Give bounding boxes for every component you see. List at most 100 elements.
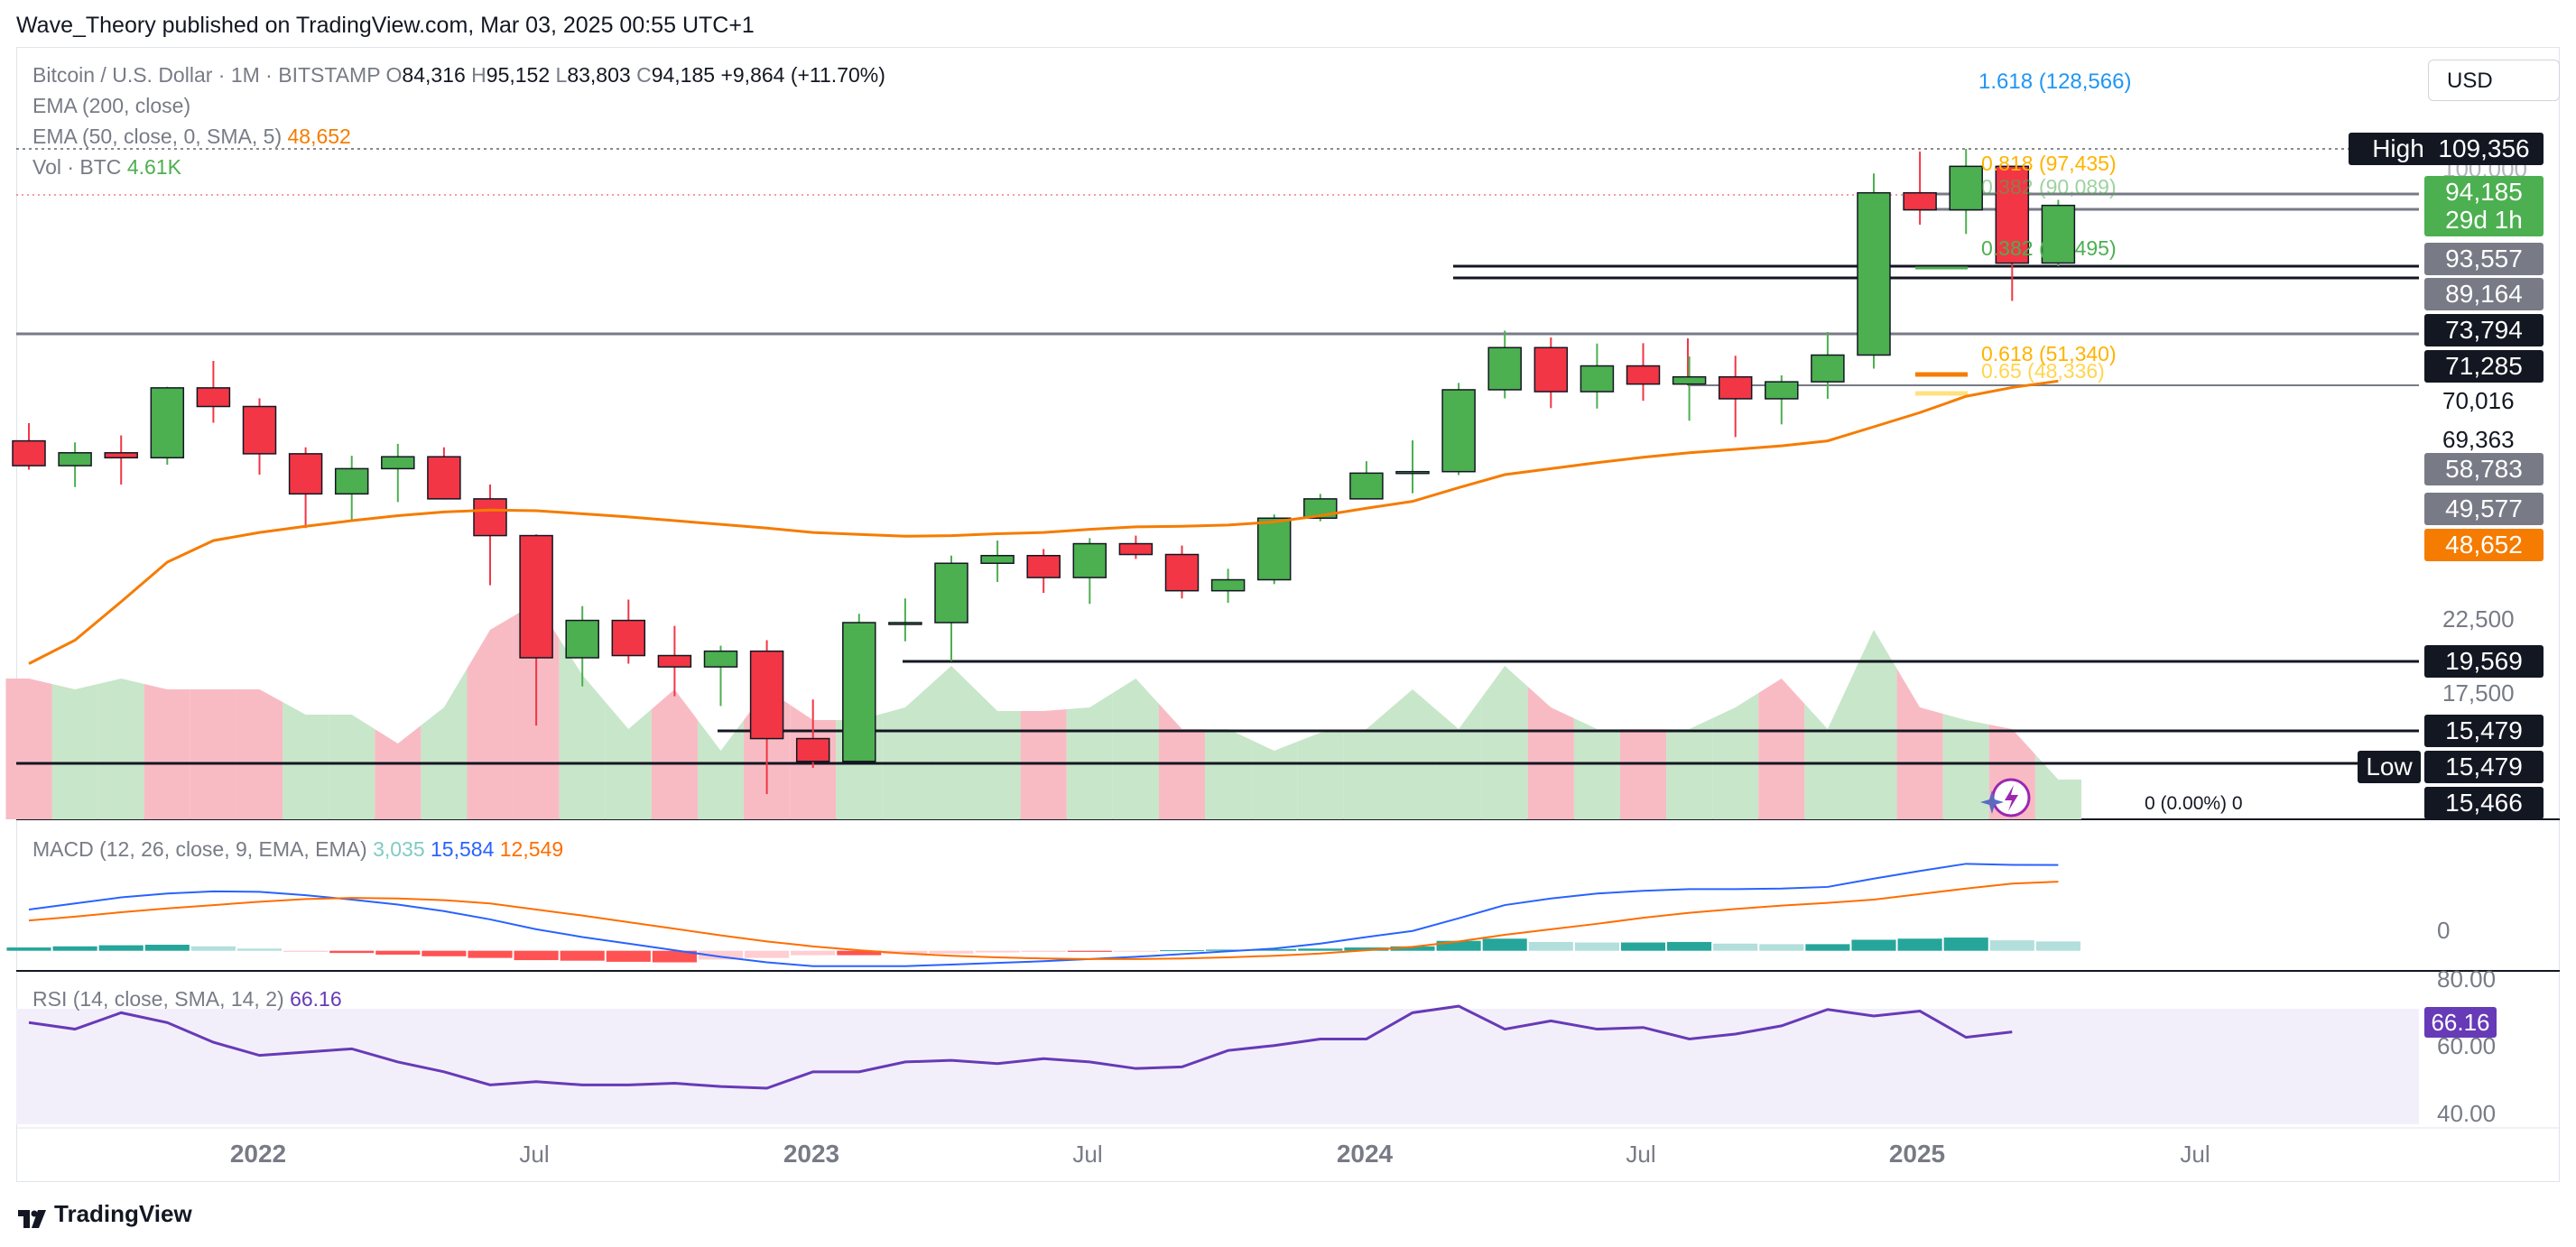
currency-button[interactable]: USD — [2428, 60, 2560, 101]
volume-area-44 — [2034, 754, 2081, 819]
change-value: +9,864 (+11.70%) — [720, 63, 885, 87]
macd-signal-value: 12,549 — [499, 837, 564, 861]
rsi-legend[interactable]: RSI (14, close, SMA, 14, 2) 66.16 — [32, 987, 342, 1011]
macd-hist-bar-37 — [1713, 943, 1758, 951]
macd-hist-bar-6 — [283, 950, 329, 952]
candle-body-40 — [1857, 191, 1891, 356]
volume-area-41 — [1896, 669, 1943, 819]
rsi-tick-40: 40.00 — [2437, 1100, 2496, 1127]
price-tag-text-12: 15,479 — [2445, 716, 2523, 744]
price-tag-text-14: 15,479 — [2445, 753, 2523, 781]
candle-body-38 — [1765, 381, 1799, 400]
rsi-band — [16, 1009, 2419, 1124]
rsi-series — [16, 1004, 2419, 1124]
candle-body-9 — [427, 456, 461, 500]
price-tag-text-13: Low — [2366, 753, 2413, 781]
macd-series — [6, 863, 2080, 967]
macd-hist-bar-41 — [1897, 938, 1942, 951]
candlestick-series[interactable] — [12, 149, 2076, 794]
candle-body-5 — [242, 405, 277, 455]
candle-body-16 — [749, 650, 784, 740]
time-axis[interactable]: 2022 Jul 2023 Jul 2024 Jul 2025 Jul — [230, 1140, 2210, 1168]
volume-legend[interactable]: Vol · BTC 4.61K — [32, 155, 181, 180]
candle-body-26 — [1210, 578, 1246, 592]
open-value: 84,316 — [402, 63, 466, 87]
fib-label-1618: 1.618 (128,566) — [1978, 69, 2131, 94]
open-label: O — [385, 63, 403, 87]
price-tag-bg-14 — [2424, 751, 2544, 783]
macd-hist-bar-44 — [2035, 941, 2080, 951]
candle-body-29 — [1349, 472, 1384, 500]
price-tag-text-3: 29d 1h — [2445, 206, 2523, 234]
price-tag-bg-8 — [2424, 453, 2544, 485]
price-tag-text-10: 48,652 — [2445, 531, 2523, 559]
ema50-legend[interactable]: EMA (50, close, 0, SMA, 5) 48,652 — [32, 125, 351, 149]
macd-hist-bar-20 — [929, 950, 974, 954]
candle-body-18 — [842, 622, 876, 762]
macd-hist-bar-4 — [190, 946, 236, 951]
low-label: L — [555, 63, 568, 87]
candle-body-11 — [519, 534, 553, 659]
candle-body-14 — [657, 654, 692, 668]
high-label: H — [471, 63, 486, 87]
price-tag-bg-11 — [2424, 645, 2544, 678]
price-tag-bg-10 — [2424, 529, 2544, 561]
chart-frame[interactable] — [16, 47, 2560, 1182]
candle-body-24 — [1118, 542, 1154, 556]
price-tick-69363: 69,363 — [2442, 426, 2515, 453]
macd-legend[interactable]: MACD (12, 26, close, 9, EMA, EMA) 3,035 … — [32, 837, 563, 862]
macd-hist-bar-19 — [883, 950, 928, 955]
symbol-name: Bitcoin / U.S. Dollar · 1M · BITSTAMP — [32, 63, 381, 87]
price-tag-text-15: 15,466 — [2445, 789, 2523, 817]
time-tick-2022: 2022 — [230, 1140, 286, 1168]
lightning-icon[interactable] — [1991, 778, 2031, 817]
macd-line — [28, 863, 2059, 967]
price-tag-text-5: 89,164 — [2445, 280, 2523, 308]
volume-area-21 — [974, 688, 1021, 819]
candle-body-23 — [1072, 542, 1107, 578]
volume-area-32 — [1481, 666, 1528, 819]
rsi-tick-80: 80.00 — [2437, 965, 2496, 993]
price-tag-text-2: 94,185 — [2445, 178, 2523, 206]
volume-area-15 — [697, 720, 745, 819]
time-tick-jul-2023: Jul — [1072, 1141, 1102, 1168]
candle-body-34 — [1580, 365, 1615, 393]
tradingview-logo[interactable]: TradingView — [18, 1200, 192, 1229]
volume-area-19 — [882, 687, 929, 819]
time-tick-jul-2025: Jul — [2180, 1141, 2210, 1168]
candle-body-21 — [980, 554, 1015, 565]
volume-area-5 — [236, 689, 283, 819]
macd-hist-bar-18 — [837, 950, 882, 956]
candle-body-31 — [1441, 389, 1476, 473]
candle-body-1 — [58, 452, 92, 466]
macd-hist-bar-38 — [1759, 944, 1804, 951]
close-label: C — [636, 63, 652, 87]
volume-area-6 — [283, 702, 329, 819]
macd-hist-bar-31 — [1436, 940, 1481, 951]
time-tick-2023: 2023 — [783, 1140, 839, 1168]
price-tag-bg-13 — [2358, 751, 2421, 783]
volume-area-39 — [1804, 679, 1851, 819]
price-tag-bg-4 — [2424, 243, 2544, 275]
macd-hist-bar-35 — [1620, 942, 1666, 951]
macd-value: 15,584 — [431, 837, 495, 861]
price-tick-22500: 22,500 — [2442, 605, 2515, 633]
volume-area-2 — [97, 679, 144, 819]
macd-hist-bar-27 — [1252, 948, 1297, 951]
rsi-value: 66.16 — [290, 987, 342, 1011]
price-tick-70016: 70,016 — [2442, 387, 2515, 414]
macd-hist-bar-23 — [1067, 950, 1112, 952]
candle-body-20 — [934, 562, 968, 624]
price-tag-text-11: 19,569 — [2445, 647, 2523, 675]
candle-body-0 — [12, 439, 46, 466]
macd-hist-bar-5 — [236, 948, 283, 951]
price-tag-text-9: 49,577 — [2445, 494, 2523, 522]
macd-hist-bar-25 — [1159, 950, 1205, 952]
candle-body-10 — [473, 498, 507, 537]
sparkle-icon — [1980, 790, 2004, 814]
volume-area-7 — [329, 715, 375, 819]
symbol-legend[interactable]: Bitcoin / U.S. Dollar · 1M · BITSTAMP O8… — [32, 63, 885, 88]
ema200-legend[interactable]: EMA (200, close) — [32, 94, 190, 118]
macd-hist-bar-33 — [1528, 941, 1573, 951]
